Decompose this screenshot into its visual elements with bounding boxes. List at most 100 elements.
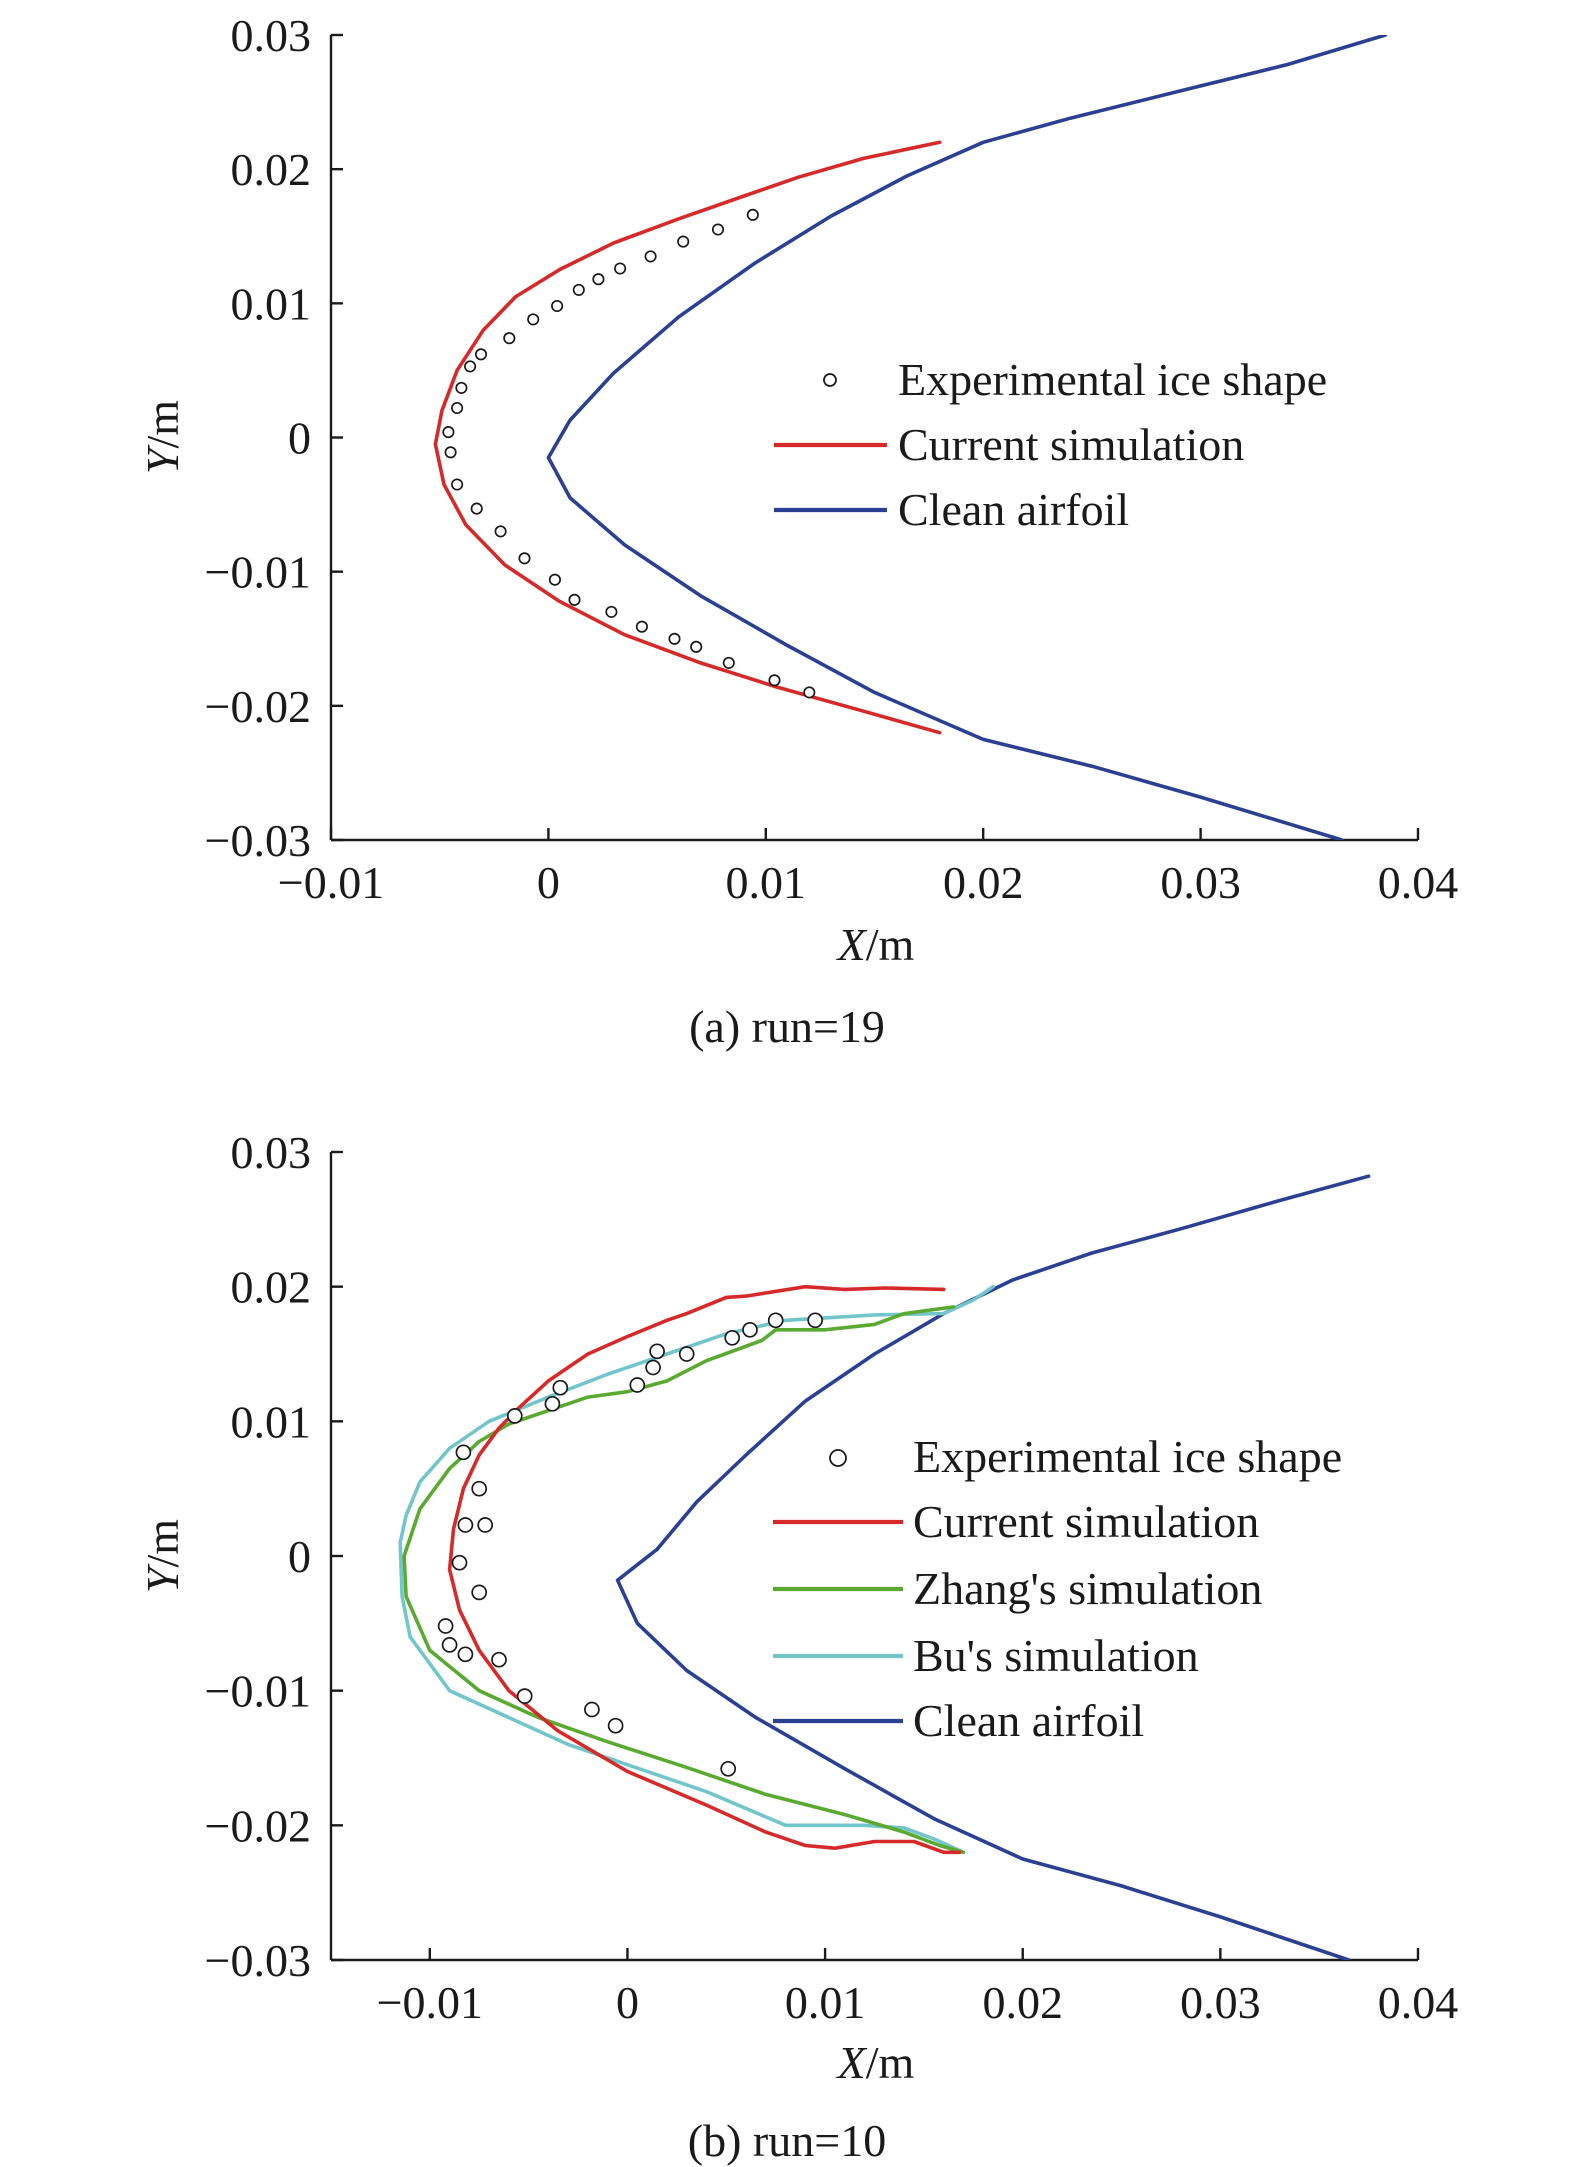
panel-b-experimental-point [491, 1651, 507, 1668]
panel-a-experimental-point [677, 235, 690, 248]
panel-b-legend-label-clean: Clean airfoil [913, 1695, 1144, 1746]
panel-b-experimental-point [457, 1646, 474, 1663]
panel-b-x-tick-label: 0 [616, 1977, 639, 2028]
panel-a-experimental-point [711, 223, 725, 236]
panel-b-experimental-point [645, 1359, 661, 1376]
panel-a-legend-label-clean: Clean airfoil [898, 484, 1129, 535]
panel-b-x-tick-label: 0.03 [1180, 1977, 1261, 2028]
panel-b-experimental-point [544, 1395, 561, 1412]
panel-a-legend-marker-experimental [823, 373, 837, 387]
panel-b-experimental-point [441, 1637, 458, 1653]
panel-a-experimental-point [503, 332, 516, 345]
panel-a-experimental-point [568, 593, 581, 606]
panel-b-experimental-point [629, 1377, 646, 1393]
panel-b-x-tick-label: −0.01 [377, 1977, 483, 2028]
panel-a-experimental-point [442, 426, 455, 439]
panel-a-experimental-point [572, 283, 585, 296]
panel-a-experimental-point [803, 686, 816, 699]
panel-a-experimental-point [605, 605, 618, 618]
panel-b-series-clean-airfoil [615, 1174, 1371, 1960]
panel-a-experimental-point [455, 381, 468, 394]
panel-a-legend: Experimental ice shape Current simulatio… [774, 354, 1327, 535]
panel-a-legend-label-experimental: Experimental ice shape [898, 354, 1327, 405]
panel-a-experimental-point [464, 360, 477, 373]
panel-b-experimental-point [437, 1618, 454, 1634]
panel-a-y-tick-label: 0.03 [231, 10, 312, 61]
panel-b-experimental-point [552, 1379, 569, 1396]
panel-b-experimental-point [457, 1517, 474, 1533]
panel-b-x-tick-label: 0.01 [785, 1977, 866, 2028]
panel-a-experimental-point [722, 656, 735, 669]
panel-b-experimental-point [516, 1688, 533, 1704]
panel-a-experimental-point [451, 478, 464, 491]
panel-b-legend-label-experimental: Experimental ice shape [913, 1431, 1342, 1482]
panel-b-experimental-point [720, 1760, 737, 1777]
panel-b-experimental-point [724, 1329, 741, 1346]
panel-b-axes: −0.01 0 0.01 0.02 0.03 0.04 0.03 0.02 0.01 0 −0.0… [205, 1127, 1459, 2028]
panel-b-x-tick-label: 0.04 [1378, 1977, 1459, 2028]
panel-a-experimental-point [668, 632, 681, 645]
panel-b-experimental-point [471, 1584, 488, 1601]
panel-b-caption: (b) run=10 [688, 2115, 886, 2166]
panel-b-experimental-point [471, 1480, 488, 1497]
panel-a-x-tick-label: 0.04 [1378, 857, 1459, 908]
panel-a-axes: −0.01 0 0.01 0.02 0.03 0.04 0.03 0.02 0.01 0 −0.0… [205, 10, 1459, 908]
panel-a-experimental-point [518, 552, 531, 565]
panel-a-x-tick-label: −0.01 [278, 857, 384, 908]
panel-a-x-tick-label: 0.01 [726, 857, 807, 908]
panel-a-y-tick-label: 0 [288, 413, 311, 464]
panel-b-legend-label-bu: Bu's simulation [913, 1630, 1199, 1681]
panel-b-legend: Experimental ice shape Current simulatio… [773, 1431, 1342, 1746]
panel-b-x-tick-label: 0.02 [982, 1977, 1063, 2028]
panel-b-experimental-point [455, 1444, 472, 1461]
panel-a-x-axis-label: X/m [836, 919, 915, 970]
panel-b-experimental-point [649, 1343, 665, 1360]
panel-a-experimental-point [551, 299, 564, 313]
panel-a-experimental-point [444, 446, 457, 459]
panel-a-experimental-point [746, 208, 759, 221]
panel-a-x-tick-label: 0.02 [943, 857, 1024, 908]
panel-a-legend-label-current: Current simulation [898, 419, 1244, 470]
panel-a-experimental-point [690, 640, 703, 653]
panel-b-experimental-point [807, 1312, 824, 1329]
panel-a-experimental-point [592, 273, 605, 286]
panel-b-experimental-point [584, 1701, 600, 1718]
panel-b-y-tick-label: 0.01 [231, 1396, 312, 1447]
panel-b-y-tick-label: −0.03 [205, 1935, 311, 1986]
panel-a-experimental-point [635, 620, 648, 633]
panel-b-y-tick-label: −0.01 [205, 1666, 311, 1717]
panel-a-experimental-point [548, 573, 561, 586]
panel-a-y-axis-label: Y/m [137, 400, 188, 474]
panel-b-y-tick-label: 0 [288, 1531, 311, 1582]
panel-a-series-current-simulation [433, 140, 942, 735]
panel-b-y-axis-label: Y/m [137, 1519, 188, 1593]
panel-b-legend-marker-experimental [829, 1449, 847, 1467]
panel-b-series-bu-s-simulation [398, 1284, 995, 1855]
panel-b-run10: −0.01 0 0.01 0.02 0.03 0.04 0.03 0.02 0.01 0 −0.0… [137, 1127, 1458, 2166]
panel-b-y-tick-label: 0.03 [231, 1127, 312, 1178]
panel-a-y-tick-label: −0.03 [205, 815, 311, 866]
panel-a-experimental-point [614, 262, 627, 275]
panel-b-legend-label-current: Current simulation [913, 1496, 1259, 1547]
panel-a-y-tick-label: −0.01 [205, 547, 311, 598]
panel-b-experimental-point [451, 1554, 468, 1571]
panel-a-series-clean-airfoil [546, 35, 1388, 840]
panel-b-experimental-point [477, 1517, 494, 1533]
panel-a-experimental-point [527, 313, 540, 326]
panel-a-run19: −0.01 0 0.01 0.02 0.03 0.04 0.03 0.02 0.01 0 −0.0… [137, 10, 1458, 1052]
panel-b-experimental-point [742, 1321, 758, 1338]
panel-a-y-tick-label: 0.02 [231, 144, 312, 195]
panel-b-y-tick-label: −0.02 [205, 1800, 311, 1851]
panel-a-experimental-point [474, 348, 488, 361]
panel-a-experimental-point [644, 250, 657, 263]
panel-b-experimental-point [678, 1346, 695, 1362]
panel-a-experimental-point [451, 401, 464, 415]
panel-b-series-zhang-s-simulation [402, 1305, 966, 1855]
panel-b-series-current-simulation [447, 1284, 962, 1855]
panel-a-y-tick-label: −0.02 [205, 681, 311, 732]
panel-b-x-axis-label: X/m [836, 2037, 915, 2088]
panel-b-legend-label-zhang: Zhang's simulation [913, 1563, 1262, 1614]
panel-b-experimental-point [506, 1408, 523, 1424]
panel-b-experimental-point [607, 1717, 624, 1734]
